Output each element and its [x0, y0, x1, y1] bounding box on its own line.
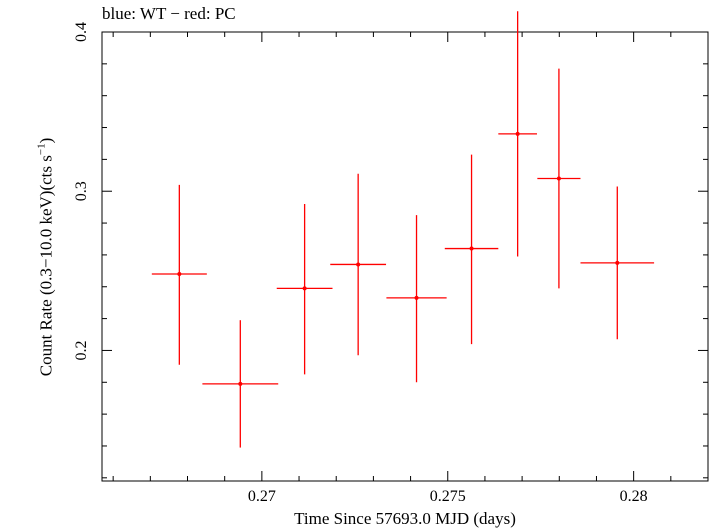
x-tick-label: 0.27: [248, 488, 276, 505]
y-tick-label: 0.3: [73, 181, 90, 201]
data-point: [469, 246, 474, 251]
data-point: [302, 286, 307, 291]
x-tick-label: 0.28: [620, 488, 648, 505]
y-axis-label-close: ): [36, 137, 56, 144]
plot-frame: [101, 31, 709, 482]
data-point: [615, 260, 620, 265]
y-axis-label-exponent: −1: [35, 143, 48, 156]
data-point: [238, 381, 243, 386]
data-point: [356, 262, 361, 267]
x-tick-label: 0.275: [430, 488, 466, 505]
y-axis-label-main: Count Rate (0.3−10.0 keV)(cts s: [36, 155, 56, 377]
chart-title: blue: WT − red: PC: [102, 4, 236, 23]
data-point: [414, 295, 419, 300]
axes-layer: 0.27 0.275 0.28 0.2 0.3 0.4: [73, 22, 709, 505]
y-tick-label: 0.4: [73, 22, 90, 42]
data-point: [556, 176, 561, 181]
x-axis-label: Time Since 57693.0 MJD (days): [294, 509, 516, 528]
y-axis-label: Count Rate (0.3−10.0 keV)(cts s−1): [36, 138, 57, 377]
data-point: [515, 131, 520, 136]
data-point: [177, 272, 182, 277]
data-layer: [151, 11, 655, 448]
y-tick-label: 0.2: [73, 340, 90, 360]
